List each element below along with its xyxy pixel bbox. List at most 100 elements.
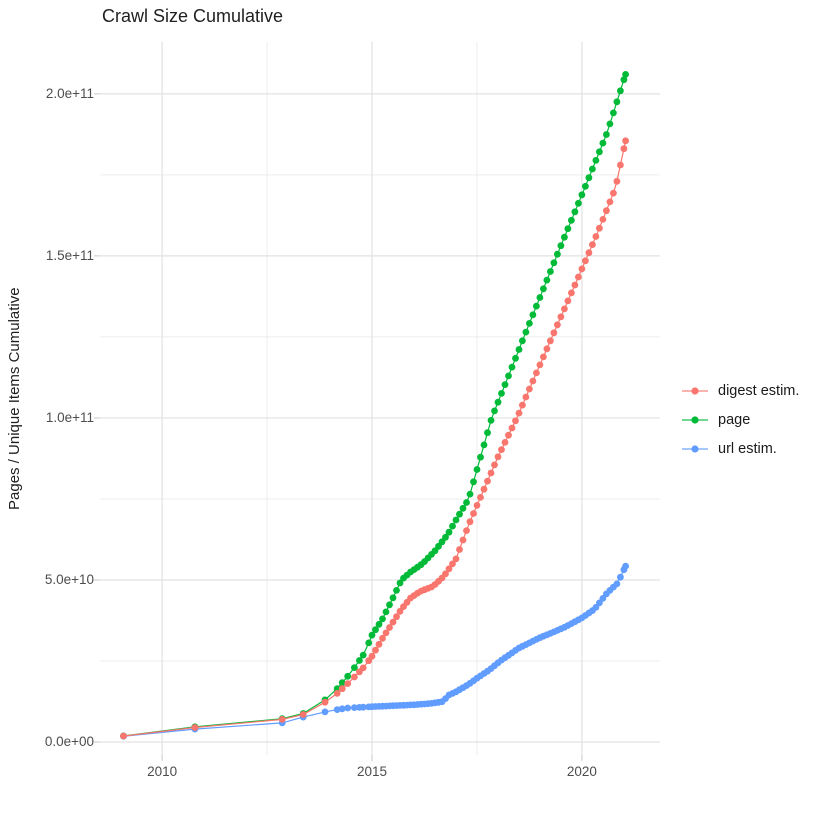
point-digest-estim <box>480 485 488 493</box>
point-page <box>359 651 367 659</box>
point-url-estim <box>359 703 367 711</box>
point-page <box>338 679 346 687</box>
point-url-estim <box>344 704 352 712</box>
point-digest-estim <box>372 646 379 654</box>
point-digest-estim <box>575 273 582 281</box>
point-page <box>382 608 390 616</box>
chart-title: Crawl Size Cumulative <box>102 6 284 26</box>
point-digest-estim <box>389 618 397 626</box>
legend-label: page <box>718 412 751 428</box>
point-digest-estim <box>321 698 329 706</box>
point-digest-estim <box>351 673 358 681</box>
point-page <box>557 242 565 250</box>
point-page <box>585 174 593 182</box>
point-page <box>596 148 603 156</box>
point-digest-estim <box>603 207 610 215</box>
point-digest-estim <box>533 369 540 377</box>
point-digest-estim <box>445 565 453 573</box>
point-url-estim <box>613 580 621 588</box>
point-page <box>610 109 617 117</box>
point-digest-estim <box>456 546 463 553</box>
legend-key-icon <box>682 387 708 395</box>
point-page <box>494 398 502 406</box>
point-page <box>333 685 341 692</box>
point-page <box>512 354 519 362</box>
point-digest-estim <box>473 502 481 509</box>
point-digest-estim <box>470 510 477 517</box>
point-url-estim <box>622 562 629 570</box>
point-digest-estim <box>491 461 498 469</box>
point-page <box>543 276 551 284</box>
point-digest-estim <box>299 711 307 718</box>
point-page <box>620 76 628 84</box>
point-page <box>519 337 526 345</box>
point-page <box>529 311 537 319</box>
point-digest-estim <box>375 640 383 648</box>
point-digest-estim <box>278 716 286 723</box>
point-digest-estim <box>393 613 400 621</box>
point-page <box>564 225 572 233</box>
point-digest-estim <box>617 161 624 169</box>
point-digest-estim <box>463 527 470 534</box>
legend-label: url estim. <box>718 441 777 457</box>
point-url-estim <box>617 573 624 581</box>
point-digest-estim <box>191 724 199 731</box>
point-page <box>480 441 488 449</box>
point-url-estim <box>333 706 341 713</box>
y-tick-label: 0.0e+00 <box>44 734 94 750</box>
y-tick-label: 1.0e+11 <box>45 409 94 425</box>
point-digest-estim <box>550 329 558 337</box>
point-digest-estim <box>547 337 554 345</box>
point-page <box>445 528 453 536</box>
point-page <box>344 672 352 680</box>
legend-item-digest-estim: digest estim. <box>681 383 799 399</box>
point-page <box>473 466 481 473</box>
point-page <box>613 98 621 106</box>
point-digest-estim <box>333 690 341 697</box>
point-digest-estim <box>526 385 533 393</box>
point-digest-estim <box>344 680 352 687</box>
series-page <box>120 71 629 740</box>
point-page <box>456 510 463 518</box>
point-digest-estim <box>338 685 346 693</box>
point-digest-estim <box>568 289 575 297</box>
point-page <box>470 478 477 486</box>
point-page <box>508 363 516 371</box>
point-page <box>442 533 449 541</box>
point-page <box>477 453 484 461</box>
point-page <box>582 182 589 190</box>
point-digest-estim <box>359 664 367 672</box>
point-page <box>536 294 544 301</box>
point-page <box>571 208 579 216</box>
point-page <box>449 522 456 530</box>
point-digest-estim <box>571 281 579 289</box>
point-page <box>375 620 383 628</box>
series-url-estim <box>120 562 629 740</box>
legend-key-icon <box>682 445 708 453</box>
point-digest-estim <box>477 494 484 501</box>
x-tick-label: 2015 <box>356 764 388 779</box>
point-page <box>498 390 505 397</box>
point-page <box>365 639 373 647</box>
point-page <box>396 579 404 587</box>
point-digest-estim <box>501 439 509 446</box>
point-url-estim <box>351 704 358 711</box>
point-digest-estim <box>592 233 600 240</box>
point-page <box>515 346 523 353</box>
point-digest-estim <box>519 401 526 409</box>
point-page <box>368 631 376 639</box>
point-page <box>501 381 509 388</box>
point-digest-estim <box>540 353 547 361</box>
point-page <box>540 285 547 293</box>
point-page <box>487 417 495 424</box>
point-digest-estim <box>120 732 127 740</box>
point-page <box>386 601 393 609</box>
point-digest-estim <box>368 652 376 660</box>
legend-key-icon <box>682 416 708 424</box>
series-line-digest-estim <box>123 140 627 737</box>
point-digest-estim <box>484 477 491 485</box>
legend-key-dot <box>691 445 699 453</box>
point-page <box>603 131 610 138</box>
point-page <box>351 664 358 671</box>
